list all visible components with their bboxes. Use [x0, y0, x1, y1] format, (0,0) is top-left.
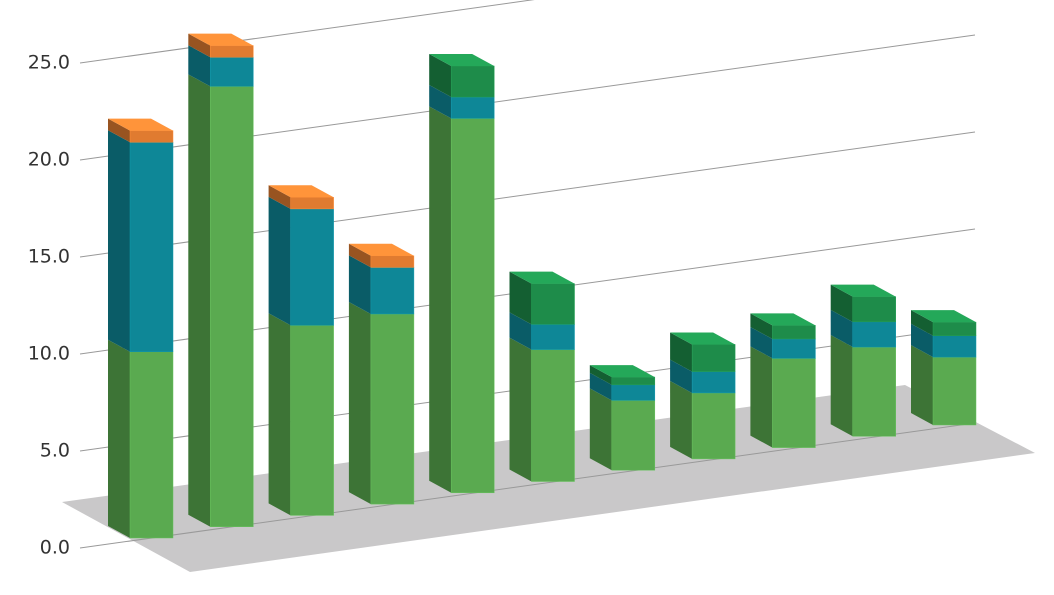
bar-top [108, 118, 173, 131]
bar-side [830, 284, 853, 322]
bar-segment [852, 296, 896, 323]
bar-side [348, 255, 371, 314]
bar-segment [932, 335, 977, 358]
bar-segment [531, 324, 575, 350]
bar-side [670, 332, 693, 372]
bar-side [108, 130, 130, 352]
bar-segment [531, 283, 575, 325]
bar-side [108, 339, 130, 538]
bar-side [509, 337, 532, 482]
bar-top [429, 54, 495, 66]
bar-side [750, 313, 773, 339]
bar-segment [450, 96, 495, 119]
bar-side [429, 54, 452, 98]
bar-segment [611, 400, 656, 471]
y-tick-label: 15.0 [28, 246, 70, 268]
bar-segment [531, 349, 575, 482]
bar-segment [210, 45, 254, 58]
bar-side [348, 243, 371, 268]
bar-side [750, 346, 773, 448]
bar-segment [290, 325, 334, 516]
bar-segment [691, 392, 736, 460]
bar-segment [370, 267, 415, 315]
bar-segment [370, 313, 415, 505]
bar-segment [210, 86, 254, 527]
bar-segment [691, 344, 736, 372]
y-tick-label: 0.0 [40, 537, 70, 559]
bar-segment [772, 338, 816, 359]
bar-side [670, 359, 693, 393]
bar-side [509, 271, 532, 325]
grid-line [79, 422, 976, 549]
bar-segment [290, 208, 334, 326]
bar-side [348, 301, 371, 505]
bar-side [911, 310, 933, 336]
bar-side [830, 309, 853, 348]
bar-side [911, 323, 933, 358]
bar-segment [691, 371, 736, 394]
bar-side [268, 196, 291, 326]
bar-side [830, 335, 853, 437]
bar-top [911, 310, 976, 323]
bar-side [670, 380, 693, 459]
bar-segment [450, 65, 495, 98]
bar-segment [611, 384, 656, 401]
bar-top [750, 313, 816, 326]
bar-segment [852, 321, 896, 348]
bar-top [589, 365, 655, 378]
y-tick-label: 5.0 [40, 440, 70, 462]
bar-segment [210, 56, 254, 87]
bar-segment [772, 358, 816, 448]
bar-segment [450, 118, 495, 494]
y-tick-label: 25.0 [28, 52, 70, 74]
bar-segment [129, 141, 174, 353]
bar-top [670, 332, 736, 345]
bar-segment [129, 351, 174, 539]
bar-side [589, 365, 612, 385]
bar-segment [370, 255, 415, 268]
bar-side [188, 33, 211, 58]
bar-top [509, 271, 575, 284]
bar-segment [611, 376, 656, 386]
bar-segment [932, 356, 977, 426]
bar-side [188, 74, 211, 527]
bar-side [429, 85, 452, 119]
bar-side [589, 372, 612, 401]
y-tick-label: 20.0 [28, 149, 70, 171]
bar-side [268, 185, 291, 209]
bar-side [509, 312, 532, 350]
bar-segment [932, 321, 977, 337]
bar-segment [290, 196, 334, 210]
bar-side [108, 118, 130, 143]
bar-side [750, 326, 773, 359]
bar-side [589, 388, 612, 471]
bar-segment [772, 325, 816, 340]
bar-top [348, 243, 414, 256]
bar-side [188, 45, 211, 87]
bar-side [429, 106, 452, 493]
bar-segment [852, 346, 896, 437]
bar-top [188, 33, 254, 46]
bar-segment [129, 130, 174, 143]
bar-top [830, 284, 896, 297]
y-tick-label: 10.0 [28, 343, 70, 365]
bar-top [268, 185, 334, 198]
bar-side [268, 313, 291, 516]
bar-side [911, 345, 933, 425]
